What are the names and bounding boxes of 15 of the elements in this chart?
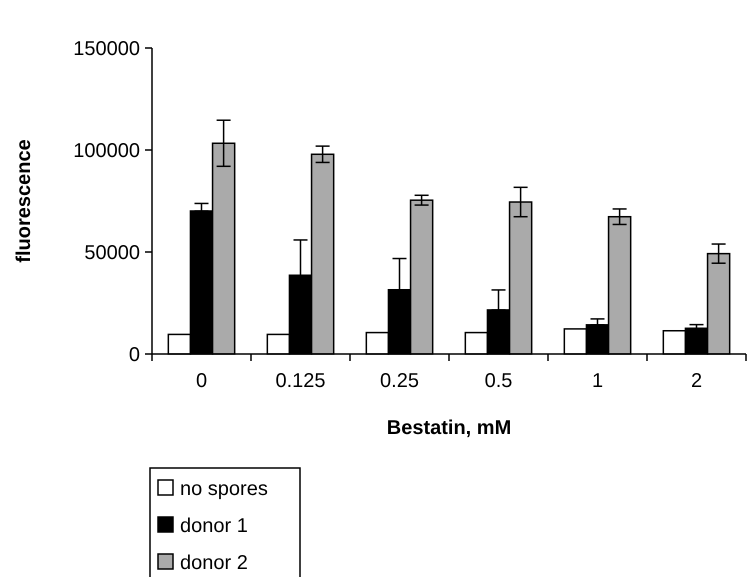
- x-tick-label: 0: [196, 370, 208, 392]
- legend-label: no spores: [180, 478, 268, 500]
- x-tick-label: 1: [592, 370, 604, 392]
- x-tick-label: 0.125: [275, 370, 326, 392]
- x-tick-label: 0.5: [484, 370, 512, 392]
- y-tick-label: 150000: [73, 38, 140, 60]
- x-tick-label: 2: [690, 370, 702, 392]
- legend-label: donor 1: [180, 515, 248, 537]
- x-axis-title: Bestatin, mM: [386, 417, 512, 439]
- y-axis-title: fluorescence: [13, 139, 35, 263]
- y-tick-label: 50000: [84, 242, 140, 264]
- legend-label: donor 2: [180, 552, 248, 574]
- y-tick-label: 0: [128, 344, 140, 366]
- y-tick-label: 100000: [73, 140, 140, 162]
- x-tick-label: 0.25: [380, 370, 419, 392]
